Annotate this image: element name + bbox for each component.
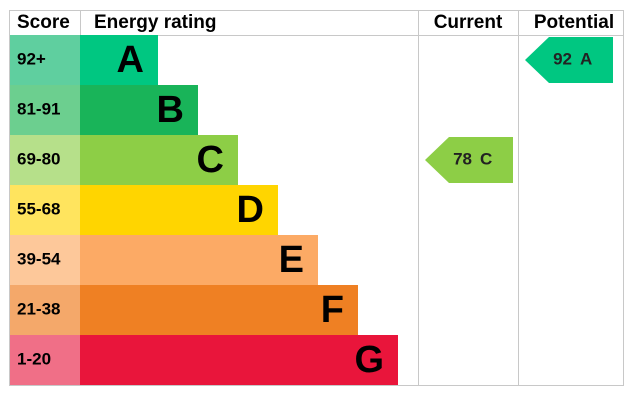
score-range: 81-91	[17, 99, 60, 118]
rating-letter: F	[321, 289, 344, 331]
score-range: 21-38	[17, 299, 60, 318]
score-range: 1-20	[17, 349, 51, 368]
score-cell	[10, 135, 80, 185]
current-header: Current	[434, 12, 503, 33]
rating-letter: B	[157, 89, 184, 131]
rating-letter: E	[279, 239, 304, 281]
rating-bar	[80, 135, 238, 185]
score-cell	[10, 235, 80, 285]
score-range: 92+	[17, 49, 46, 68]
potential-score: 92	[553, 49, 572, 68]
rating-bar	[80, 35, 158, 85]
rating-bar	[80, 185, 278, 235]
potential-arrow	[525, 37, 613, 83]
score-cell	[10, 35, 80, 85]
rating-header: Energy rating	[94, 12, 216, 33]
rating-letter: C	[197, 139, 224, 181]
rating-letter: D	[237, 189, 264, 231]
current-letter: C	[480, 149, 492, 168]
score-range: 39-54	[17, 249, 61, 268]
score-range: 69-80	[17, 149, 60, 168]
rating-letter: A	[117, 39, 144, 81]
score-cell	[10, 185, 80, 235]
potential-letter: A	[580, 49, 592, 68]
rating-bar	[80, 335, 398, 385]
rating-letter: G	[354, 339, 384, 381]
current-score: 78	[453, 149, 472, 168]
potential-header: Potential	[534, 12, 614, 33]
rating-bar	[80, 85, 198, 135]
score-cell	[10, 285, 80, 335]
score-range: 55-68	[17, 199, 60, 218]
rating-bar	[80, 285, 358, 335]
rating-bar	[80, 235, 318, 285]
score-cell	[10, 335, 80, 385]
table-grid	[9, 10, 624, 386]
current-arrow	[425, 137, 513, 183]
score-header: Score	[17, 12, 70, 33]
score-cell	[10, 85, 80, 135]
